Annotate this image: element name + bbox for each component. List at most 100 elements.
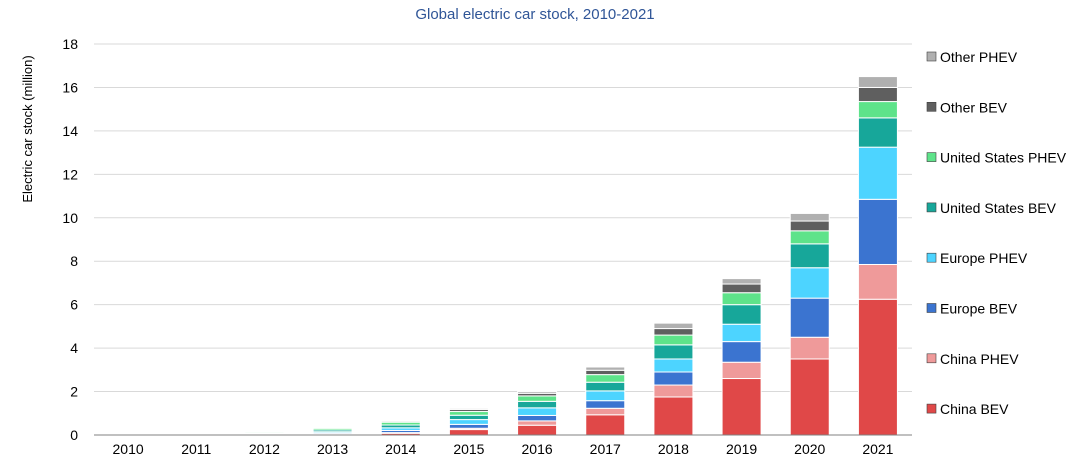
bar-segment: [653, 371, 694, 386]
bar-segment: [448, 419, 489, 425]
y-tick-label: 0: [70, 427, 78, 443]
bar-segment: [789, 212, 830, 222]
legend-label: China BEV: [940, 401, 1009, 417]
bar-segment: [585, 381, 626, 392]
bar-segment: [448, 411, 489, 416]
bar-segment: [653, 322, 694, 330]
legend-label: Other PHEV: [940, 49, 1018, 65]
bar-segment: [380, 419, 421, 422]
bar-segment: [585, 407, 626, 416]
x-tick-label: 2012: [249, 441, 280, 457]
y-tick-label: 6: [70, 297, 78, 313]
legend-swatch: [926, 102, 937, 112]
chart-title: Global electric car stock, 2010-2021: [415, 6, 654, 23]
legend-swatch: [926, 303, 937, 313]
bar-segment: [517, 391, 558, 394]
bar-segment: [585, 414, 626, 436]
bar-segment: [448, 423, 489, 429]
legend-label: United States BEV: [940, 200, 1057, 216]
legend-swatch: [926, 51, 937, 62]
x-tick-label: 2017: [590, 441, 621, 457]
legend-label: United States PHEV: [940, 150, 1067, 166]
bar-segment: [789, 220, 830, 232]
bar-segment: [857, 298, 898, 436]
bar-segment: [653, 334, 694, 346]
legend-swatch: [926, 353, 937, 364]
bar-segment: [857, 101, 898, 119]
x-tick-label: 2020: [794, 441, 825, 457]
bar-segment: [721, 378, 762, 436]
legend-swatch: [926, 252, 937, 263]
y-tick-label: 18: [62, 36, 78, 52]
x-tick-label: 2016: [522, 441, 553, 457]
legend: Other PHEV Other BEV United States PHEV Uni…: [926, 49, 1067, 417]
bar-segment: [789, 297, 830, 338]
bar-segment: [857, 198, 898, 265]
x-tick-label: 2018: [658, 441, 689, 457]
bar-segment: [721, 292, 762, 306]
bar-segment: [653, 344, 694, 360]
bar-segment: [517, 395, 558, 402]
bar-segment: [857, 117, 898, 148]
y-tick-label: 8: [70, 253, 78, 269]
bar-segment: [517, 400, 558, 409]
bar-segment: [585, 390, 626, 402]
bar-segment: [721, 278, 762, 285]
y-tick-label: 16: [62, 79, 78, 95]
y-tick-label: 12: [62, 166, 78, 182]
bar-segment: [789, 267, 830, 299]
bar-segment: [448, 429, 489, 436]
bar-segment: [789, 336, 830, 360]
bar-segment: [448, 414, 489, 421]
bar-segment: [857, 146, 898, 200]
legend-label: Other BEV: [940, 99, 1008, 115]
bar-segment: [721, 361, 762, 380]
x-tick-label: 2010: [113, 441, 144, 457]
bar-segment: [585, 374, 626, 383]
legend-swatch: [926, 202, 937, 213]
legend-swatch: [926, 403, 937, 414]
bar-segment: [585, 366, 626, 371]
bar-segment: [653, 396, 694, 436]
bar-segment: [721, 283, 762, 294]
x-tick-label: 2014: [385, 441, 416, 457]
bar-segment: [721, 304, 762, 325]
y-tick-label: 14: [62, 123, 78, 139]
bar-segment: [517, 407, 558, 416]
bar-segment: [517, 420, 558, 426]
bar-segment: [789, 230, 830, 245]
bar-segment: [789, 243, 830, 269]
bar-segment: [857, 86, 898, 103]
x-tick-label: 2013: [317, 441, 348, 457]
x-tick-label: 2021: [862, 441, 893, 457]
y-axis-label: Electric car stock (million): [20, 55, 35, 202]
legend-label: Europe PHEV: [940, 250, 1028, 266]
bar-segment: [653, 358, 694, 373]
x-axis-ticks: 2010 2011 2012 2013 2014 2015 2016 2017 2018 2019…: [113, 441, 894, 457]
y-tick-label: 10: [62, 210, 78, 226]
y-tick-label: 2: [70, 384, 78, 400]
y-axis-ticks: 0 2 4 6 8 10 12 14 16 18: [62, 36, 78, 443]
bar-segment: [857, 76, 898, 88]
bar-segment: [448, 407, 489, 410]
x-tick-label: 2011: [181, 441, 211, 457]
bar-segment: [585, 400, 626, 409]
gridlines: [94, 43, 912, 393]
x-tick-label: 2019: [726, 441, 757, 457]
bar-segment: [517, 424, 558, 436]
legend-swatch: [926, 152, 937, 162]
bars: [176, 76, 898, 436]
bar-segment: [857, 263, 898, 300]
bar-segment: [721, 341, 762, 363]
bar-segment: [517, 414, 558, 422]
x-tick-label: 2015: [453, 441, 484, 457]
bar-segment: [789, 358, 830, 436]
bar-segment: [585, 369, 626, 376]
y-tick-label: 4: [70, 340, 78, 356]
legend-label: China PHEV: [940, 351, 1019, 367]
legend-label: Europe BEV: [940, 301, 1018, 317]
bar-segment: [653, 328, 694, 336]
bar-segment: [653, 384, 694, 398]
bar-segment: [721, 323, 762, 343]
